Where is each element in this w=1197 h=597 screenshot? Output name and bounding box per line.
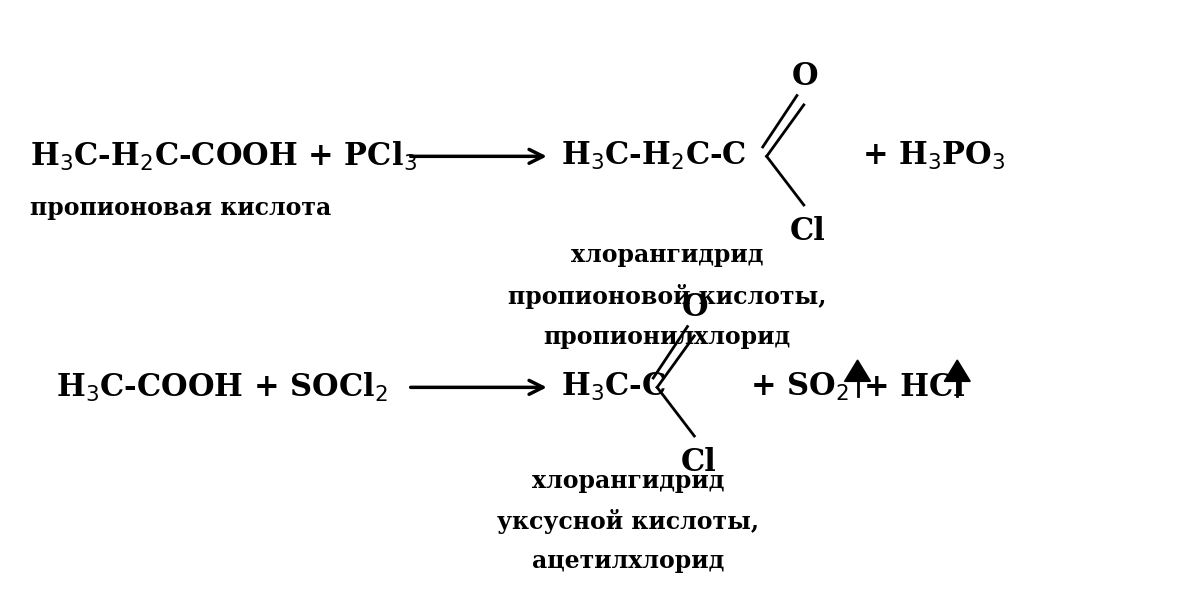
Polygon shape bbox=[845, 360, 870, 381]
Text: H$_3$C-H$_2$C-C: H$_3$C-H$_2$C-C bbox=[561, 140, 747, 173]
Text: хлорангидрид: хлорангидрид bbox=[571, 242, 764, 266]
Text: + HCl: + HCl bbox=[864, 372, 965, 403]
Text: O: O bbox=[791, 61, 818, 93]
Text: H$_3$C-H$_2$C-COOH + PCl$_3$: H$_3$C-H$_2$C-COOH + PCl$_3$ bbox=[30, 140, 417, 173]
Text: пропионилхлорид: пропионилхлорид bbox=[543, 325, 790, 349]
Text: Cl: Cl bbox=[680, 447, 716, 478]
Text: пропионовая кислота: пропионовая кислота bbox=[30, 196, 330, 220]
Text: + H$_3$PO$_3$: + H$_3$PO$_3$ bbox=[862, 140, 1005, 173]
Text: O: O bbox=[682, 293, 709, 324]
Text: H$_3$C-COOH + SOCl$_2$: H$_3$C-COOH + SOCl$_2$ bbox=[56, 371, 388, 404]
Text: Cl: Cl bbox=[790, 216, 826, 247]
Polygon shape bbox=[944, 360, 971, 381]
Text: + SO$_2$: + SO$_2$ bbox=[751, 371, 849, 404]
Text: уксусной кислоты,: уксусной кислоты, bbox=[497, 509, 759, 534]
Text: хлорангидрид: хлорангидрид bbox=[531, 469, 724, 493]
Text: ацетилхлорид: ацетилхлорид bbox=[531, 549, 724, 573]
Text: H$_3$C-C: H$_3$C-C bbox=[561, 371, 667, 404]
Text: пропионовой кислоты,: пропионовой кислоты, bbox=[508, 284, 826, 309]
